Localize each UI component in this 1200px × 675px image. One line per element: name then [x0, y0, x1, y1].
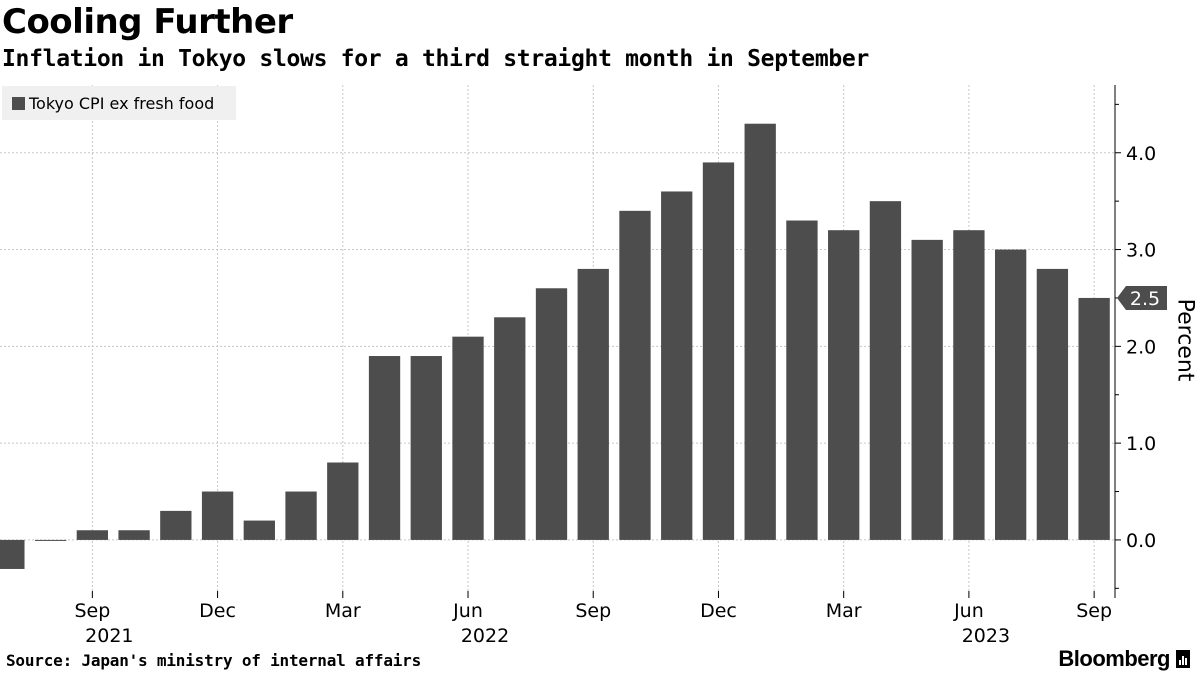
bar-2022-04 — [368, 356, 401, 540]
x-year-label: 2022 — [461, 625, 509, 647]
bar-2023-03 — [828, 230, 860, 540]
bar-2023-02 — [786, 220, 818, 540]
last-value-callout: 2.5 — [1117, 285, 1167, 310]
bar-2022-06 — [452, 336, 484, 540]
bar-2022-01 — [243, 520, 275, 540]
brand-logo: Bloomberg — [1058, 646, 1190, 672]
x-tick-label: Dec — [700, 600, 737, 622]
callout-box — [1117, 285, 1167, 310]
bar-2022-10 — [619, 210, 651, 540]
y-tick-label: 2.0 — [1126, 336, 1156, 358]
bar-2022-05 — [410, 356, 442, 540]
bar-2021-08 — [34, 539, 67, 541]
bar-2022-09 — [577, 268, 609, 540]
bar-2021-12 — [201, 491, 234, 540]
x-tick-label: Mar — [826, 600, 862, 622]
bar-2023-09 — [1078, 297, 1110, 540]
bar-2023-05 — [911, 239, 943, 540]
callout-value: 2.5 — [1130, 288, 1160, 310]
bar-2021-07 — [0, 539, 25, 569]
bar-2022-02 — [285, 491, 317, 540]
bar-2023-08 — [1036, 268, 1069, 540]
x-axis: Sep 2021 Dec Mar Jun 2022 Sep Dec Mar Jun 2023 Sep — [74, 591, 1112, 647]
bar-2023-06 — [953, 230, 985, 540]
x-tick-label: Sep — [575, 600, 611, 622]
x-tick-label: Sep — [74, 600, 110, 622]
y-tick-label: 4.0 — [1126, 143, 1156, 165]
bar-2023-07 — [994, 249, 1027, 540]
x-year-label: 2021 — [85, 625, 133, 647]
y-tick-label: 1.0 — [1126, 433, 1156, 455]
bar-2022-03 — [327, 462, 359, 540]
y-axis-label: Percent — [1172, 298, 1198, 382]
bars — [0, 123, 1110, 569]
y-tick-label: 3.0 — [1126, 240, 1156, 262]
legend-label: Tokyo CPI ex fresh food — [29, 93, 215, 113]
chart-title: Cooling Further — [2, 2, 293, 42]
bar-2021-09 — [76, 530, 109, 540]
x-tick-label: Sep — [1076, 600, 1112, 622]
bar-2022-08 — [535, 288, 568, 540]
x-tick-label: Mar — [325, 600, 361, 622]
x-tick-label: Dec — [199, 600, 236, 622]
bar-2022-12 — [702, 162, 735, 540]
bloomberg-terminal-icon — [1176, 650, 1190, 668]
x-tick-label: Jun — [452, 600, 483, 622]
bar-2021-10 — [118, 530, 150, 540]
x-tick-label: Jun — [953, 600, 984, 622]
y-axis: 0.0 1.0 2.0 3.0 4.0 — [1114, 85, 1156, 598]
bar-2023-04 — [869, 201, 902, 540]
x-year-label: 2023 — [962, 625, 1010, 647]
brand-label: Bloomberg — [1058, 646, 1170, 671]
legend-swatch — [12, 96, 25, 110]
bar-2022-07 — [494, 317, 526, 540]
bar-2021-11 — [160, 510, 192, 540]
bar-2022-11 — [661, 191, 693, 540]
chart-subtitle: Inflation in Tokyo slows for a third str… — [2, 46, 870, 72]
y-tick-label: 0.0 — [1126, 530, 1156, 552]
source-note: Source: Japan's ministry of internal aff… — [6, 651, 422, 670]
legend: Tokyo CPI ex fresh food — [2, 86, 236, 120]
bar-2023-01 — [744, 123, 776, 540]
